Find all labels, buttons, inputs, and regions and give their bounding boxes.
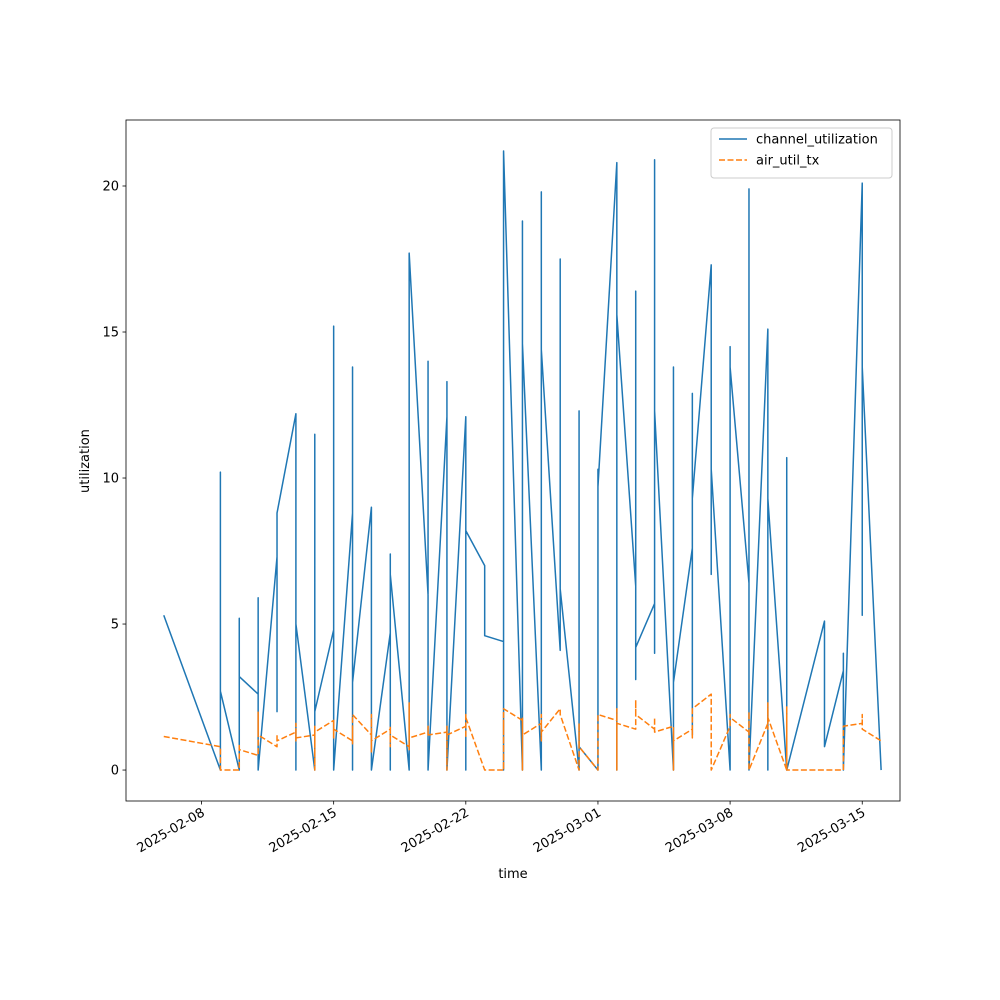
x-tick-label: 2025-03-08 — [663, 805, 736, 856]
line-series — [163, 693, 882, 771]
x-tick-label: 2025-02-22 — [399, 805, 472, 856]
legend-label: channel_utilization — [756, 133, 878, 148]
x-tick-label: 2025-02-08 — [135, 805, 208, 856]
x-axis-label: time — [498, 867, 527, 882]
x-tick-label: 2025-02-15 — [267, 805, 340, 856]
y-axis-label: utilization — [78, 429, 93, 493]
legend: channel_utilization air_util_tx — [710, 127, 893, 179]
legend-label: air_util_tx — [756, 154, 820, 169]
y-tick-label: 5 — [111, 618, 119, 633]
y-tick-label: 20 — [102, 179, 119, 194]
y-tick-label: 10 — [102, 472, 119, 487]
y-tick-label: 15 — [102, 326, 119, 341]
x-tick-label: 2025-03-15 — [795, 805, 868, 856]
axes-frame — [125, 119, 901, 802]
plot-area — [163, 150, 882, 771]
y-tick-label: 0 — [111, 764, 119, 779]
x-tick-label: 2025-03-01 — [531, 805, 604, 856]
line-series — [163, 150, 882, 771]
legend-frame — [710, 127, 893, 179]
